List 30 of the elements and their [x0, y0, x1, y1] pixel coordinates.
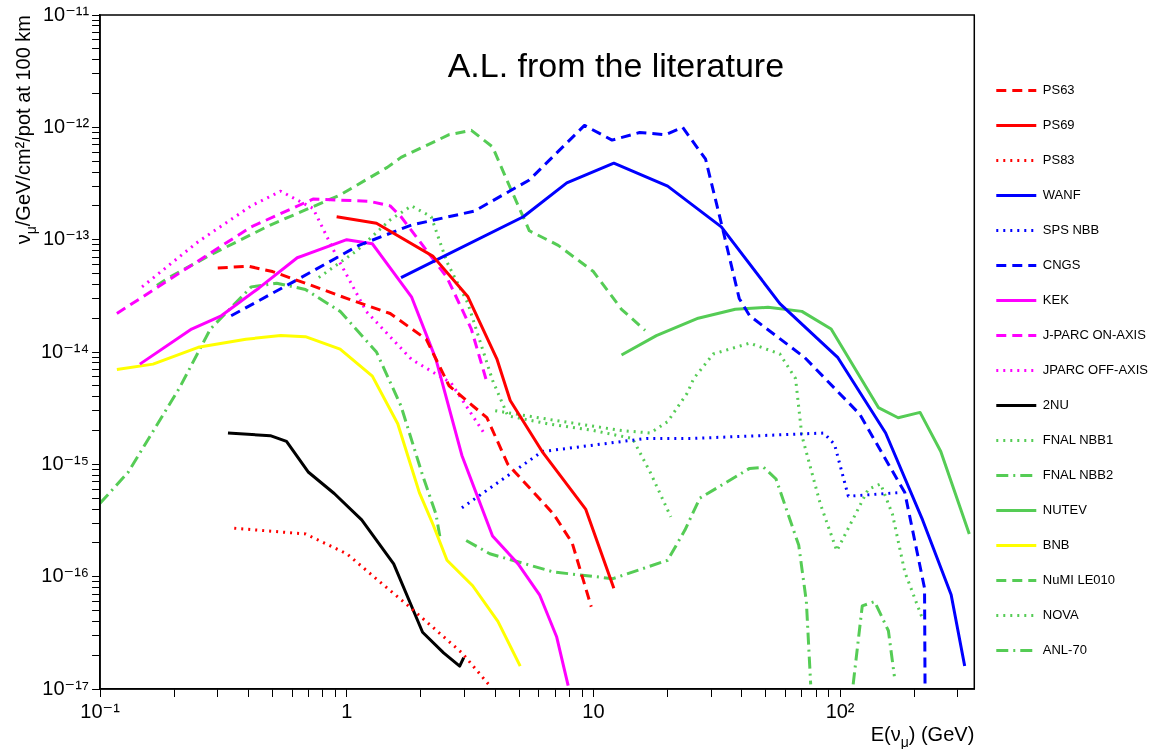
- legend-label: J-PARC ON-AXIS: [1042, 327, 1147, 343]
- legend-label: FNAL NBB1: [1042, 432, 1114, 448]
- y-axis-title: νμ/GeV/cm²/pot at 100 km: [12, 14, 39, 245]
- y-tick-label: 10⁻¹¹: [42, 2, 90, 25]
- text: A.L. from the literature: [447, 46, 785, 84]
- legend-label: JPARC OFF-AXIS: [1042, 362, 1149, 378]
- legend-label: FNAL NBB2: [1042, 467, 1114, 483]
- x-tick-label: 10: [582, 699, 605, 722]
- legend-label: NuMI LE010: [1042, 572, 1116, 588]
- legend-label: PS83: [1042, 152, 1075, 168]
- y-tick-label: 10⁻¹⁵: [41, 451, 90, 474]
- legend-label: CNGS: [1042, 257, 1081, 273]
- x-tick-label: 10⁻¹: [80, 699, 121, 722]
- legend-label: ANL-70: [1042, 642, 1087, 658]
- legend-label: WANF: [1042, 187, 1081, 203]
- x-tick-label: 1: [341, 699, 353, 722]
- y-tick-label: 10⁻¹⁶: [41, 564, 90, 587]
- y-tick-label: 10⁻¹⁷: [42, 676, 90, 699]
- legend-label: SPS NBB: [1042, 222, 1100, 238]
- y-tick-label: 10⁻¹²: [42, 114, 90, 137]
- legend-label: NOVA: [1042, 607, 1079, 623]
- legend-label: KEK: [1042, 292, 1070, 308]
- y-tick-label: 10⁻¹³: [42, 227, 90, 250]
- y-tick-label: 10⁻¹⁴: [40, 339, 90, 362]
- legend-label: PS69: [1042, 117, 1075, 133]
- legend-label: 2NU: [1042, 397, 1069, 413]
- x-tick-label: 10²: [825, 699, 855, 722]
- legend-label: PS63: [1042, 82, 1075, 98]
- legend-label: BNB: [1042, 537, 1070, 553]
- legend-label: NUTEV: [1042, 502, 1088, 518]
